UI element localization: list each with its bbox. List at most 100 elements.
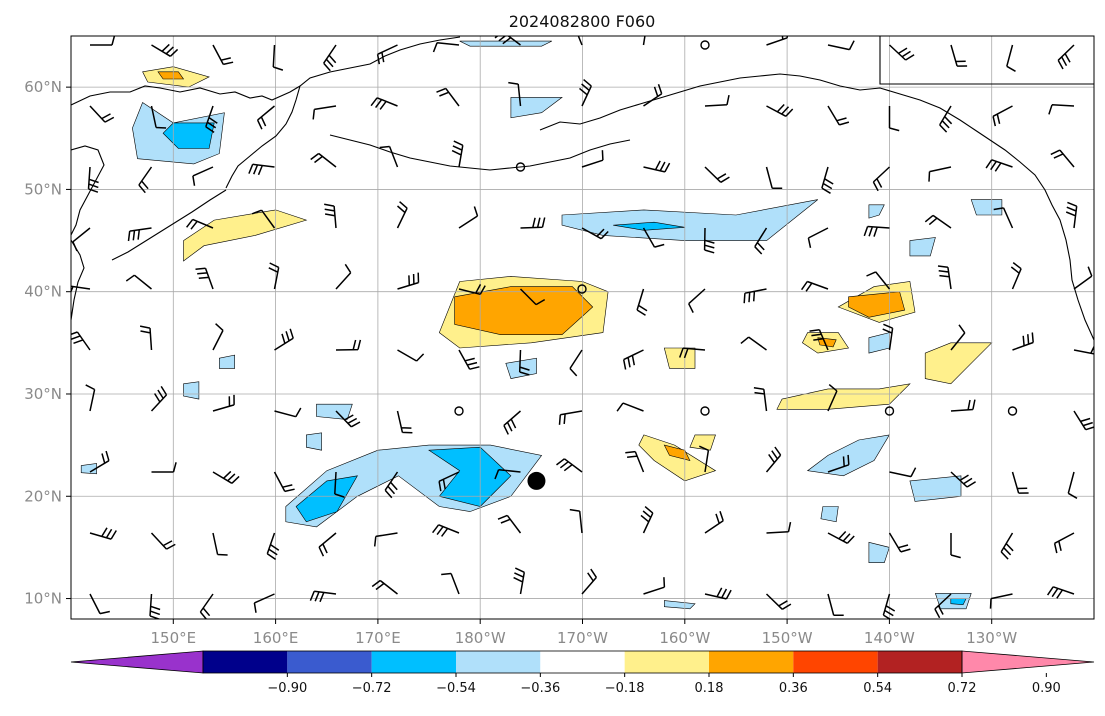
wind-barb-63: [924, 214, 952, 229]
contour-7: [561, 199, 818, 241]
wind-barb-78: [866, 271, 891, 290]
wind-barb-145: [1053, 532, 1075, 554]
wind-barb-38: [379, 145, 399, 168]
wind-barb-71: [397, 272, 420, 290]
wind-barb-4: [323, 44, 337, 72]
wind-barb-127: [1011, 471, 1029, 494]
wind-barb-95: [882, 323, 894, 351]
wind-barb-16: [89, 105, 115, 123]
colorbar: −0.90 −0.72 −0.54 −0.36 −0.18 0.18 0.36 0.54 0.7…: [70, 650, 1095, 696]
wind-barb-67: [125, 274, 152, 290]
wind-barb-79: [937, 265, 952, 290]
wind-barb-159: [882, 593, 896, 619]
wind-barb-2: [212, 44, 234, 66]
wind-barb-58: [642, 227, 665, 248]
wind-barb-103: [335, 410, 361, 428]
lon-tick-label-4: 170°W: [557, 629, 608, 647]
wind-barb-59: [703, 227, 715, 254]
contour-24: [505, 357, 537, 379]
wind-barb-124: [827, 454, 850, 473]
wind-barb-72: [458, 284, 486, 296]
colorbar-segment-6: [709, 651, 794, 673]
wind-barb-69: [268, 262, 280, 290]
lon-tick-label-8: 130°W: [966, 629, 1017, 647]
wind-barb-19: [256, 105, 275, 130]
wind-barb-60: [754, 227, 768, 255]
wind-barb-89: [518, 349, 530, 376]
wind-barb-97: [1012, 332, 1034, 351]
wind-barb-27: [766, 103, 794, 117]
wind-barb-149: [253, 593, 275, 613]
wind-barb-111: [1073, 410, 1094, 431]
wind-barb-146: [89, 593, 110, 615]
wind-barb-152: [441, 572, 460, 595]
wind-barb-64: [993, 207, 1014, 229]
coastline-aleutians: [329, 134, 631, 171]
lon-tick-label-2: 170°E: [355, 629, 401, 647]
wind-barb-108: [753, 387, 768, 412]
lon-tick-label-1: 160°E: [253, 629, 299, 647]
wind-barb-112: [89, 450, 110, 473]
wind-barb-55: [458, 206, 479, 229]
wind-barb-9: [642, 36, 646, 46]
wind-barb-141: [827, 530, 855, 544]
calm-wind-marker: [700, 406, 710, 416]
wind-barb-131: [212, 532, 228, 556]
calm-wind-marker: [577, 284, 587, 294]
contour-18: [663, 444, 691, 461]
wind-barb-102: [274, 407, 302, 418]
wind-barb-37: [310, 152, 337, 168]
wind-barb-115: [273, 471, 295, 493]
contour-19: [689, 434, 716, 451]
wind-barb-43: [765, 166, 783, 190]
wind-barb-144: [1000, 532, 1014, 560]
colorbar-segment-5: [624, 651, 709, 673]
contour-layer: [80, 40, 1003, 610]
wind-barb-143: [950, 533, 961, 559]
contour-27: [868, 204, 885, 219]
colorbar-segment-2: [371, 651, 456, 673]
wind-barb-161: [989, 593, 1013, 609]
contour-25: [510, 97, 563, 119]
lat-tick-label-5: 60°N: [24, 78, 62, 96]
hurricane-marker: [527, 471, 546, 490]
wind-barb-91: [622, 349, 644, 370]
wind-barb-28: [827, 105, 850, 126]
wind-barb-110: [950, 399, 976, 412]
coastline-kamchatka: [225, 85, 301, 189]
wind-barb-123: [765, 446, 782, 473]
wind-barb-13: [950, 44, 968, 67]
lat-tick-label-1: 20°N: [24, 487, 62, 505]
wind-barb-138: [640, 506, 654, 534]
wind-barb-105: [503, 410, 521, 435]
wind-barb-132: [266, 532, 280, 561]
lon-tick-label-3: 180°W: [455, 629, 506, 647]
colorbar-tick-label-8: 0.72: [948, 681, 977, 696]
wind-barb-21: [370, 97, 398, 110]
wind-barb-34: [138, 166, 153, 194]
lon-tick-label-0: 150°E: [150, 629, 196, 647]
wind-barb-157: [765, 593, 792, 610]
wind-barb-15: [1057, 44, 1075, 70]
calm-wind-marker: [884, 406, 895, 416]
wind-barb-40: [581, 150, 604, 168]
colorbar-tick-label-4: −0.18: [605, 681, 645, 696]
wind-barb-51: [186, 218, 214, 230]
wind-barb-49: [72, 227, 91, 252]
wind-barb-98: [1073, 345, 1094, 355]
wind-barb-11: [827, 40, 855, 51]
wind-barb-84: [212, 323, 224, 351]
wind-barb-29: [888, 106, 900, 132]
wind-barb-128: [1067, 471, 1078, 499]
wind-barb-46: [928, 166, 952, 182]
wind-barb-80: [1010, 262, 1022, 290]
wind-barb-104: [396, 410, 413, 434]
wind-barb-160: [934, 593, 952, 619]
wind-barb-106: [558, 410, 583, 425]
wind-barb-134: [373, 532, 398, 547]
wind-barb-126: [950, 471, 976, 488]
wind-barb-154: [581, 568, 598, 595]
wind-barb-125: [889, 467, 917, 478]
wind-barb-155: [643, 577, 666, 595]
